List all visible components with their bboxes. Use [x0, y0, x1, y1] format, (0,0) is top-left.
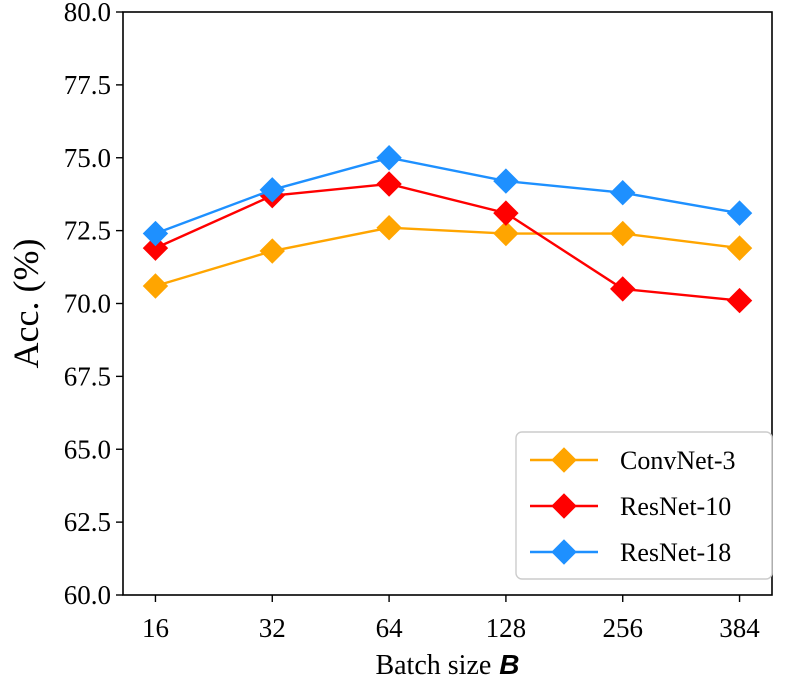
series-line-convnet-3: [155, 226, 740, 288]
series-resnet-18: [142, 145, 753, 247]
y-tick-label: 77.5: [64, 70, 111, 100]
y-tick-label: 80.0: [64, 0, 111, 27]
legend-marker-resnet-10: [551, 493, 577, 519]
data-point-resnet-18: [142, 220, 169, 247]
y-tick-label: 75.0: [64, 143, 111, 173]
x-tick-label: 64: [376, 613, 404, 643]
series-convnet-3: [142, 215, 753, 299]
x-tick-label: 16: [142, 613, 169, 643]
x-tick-label: 128: [486, 613, 527, 643]
data-point-resnet-10: [493, 200, 519, 226]
x-tick-label: 256: [602, 613, 643, 643]
x-tick-label: 384: [719, 613, 760, 643]
legend-label-resnet-10: ResNet-10: [620, 492, 731, 521]
x-axis: 16 32 64 128 256 384: [142, 595, 760, 643]
data-point-resnet-10: [610, 276, 636, 302]
legend-marker-resnet-18: [551, 539, 577, 565]
y-tick-label: 62.5: [64, 507, 111, 537]
x-axis-label: Batch size B: [375, 649, 519, 681]
data-point-convnet-3: [376, 215, 402, 241]
data-point-convnet-3: [726, 235, 753, 261]
data-point-resnet-18: [610, 180, 636, 206]
series-resnet-10: [142, 171, 753, 314]
data-point-resnet-18: [259, 177, 285, 203]
legend: ConvNet-3 ResNet-10 ResNet-18: [515, 431, 773, 580]
y-tick-label: 67.5: [64, 361, 111, 391]
data-point-resnet-10: [726, 287, 753, 314]
data-point-resnet-10: [142, 235, 169, 261]
data-point-convnet-3: [142, 273, 169, 299]
data-point-convnet-3: [493, 220, 519, 247]
legend-item-resnet-18: ResNet-18: [530, 538, 731, 567]
series-line-resnet-10: [154, 182, 740, 302]
legend-label-resnet-18: ResNet-18: [620, 538, 731, 567]
y-axis: 60.0 62.5 65.0 67.5 70.0 72.5 75.0 77.5 80.0: [64, 0, 123, 610]
data-point-convnet-3: [610, 220, 636, 247]
legend-box: [515, 431, 773, 580]
data-point-resnet-18: [726, 200, 753, 226]
legend-label-convnet-3: ConvNet-3: [620, 446, 736, 475]
data-point-resnet-18: [493, 168, 519, 194]
y-tick-label: 70.0: [64, 289, 111, 319]
x-tick-label: 32: [259, 613, 286, 643]
y-axis-label: Acc. (%): [6, 239, 46, 369]
y-tick-label: 72.5: [64, 216, 111, 246]
x-axis-label-text: Batch size: [375, 650, 491, 681]
legend-item-resnet-10: ResNet-10: [530, 492, 731, 521]
y-tick-label: 65.0: [64, 434, 111, 464]
legend-item-convnet-3: ConvNet-3: [530, 446, 736, 475]
data-point-resnet-18: [376, 145, 402, 171]
y-tick-label: 60.0: [64, 580, 111, 610]
legend-marker-convnet-3: [551, 447, 577, 473]
data-point-convnet-3: [259, 238, 285, 264]
x-axis-label-variable: B: [499, 649, 519, 680]
series-line-resnet-18: [155, 156, 740, 235]
series-layer: [142, 145, 753, 314]
data-point-resnet-10: [376, 171, 402, 197]
